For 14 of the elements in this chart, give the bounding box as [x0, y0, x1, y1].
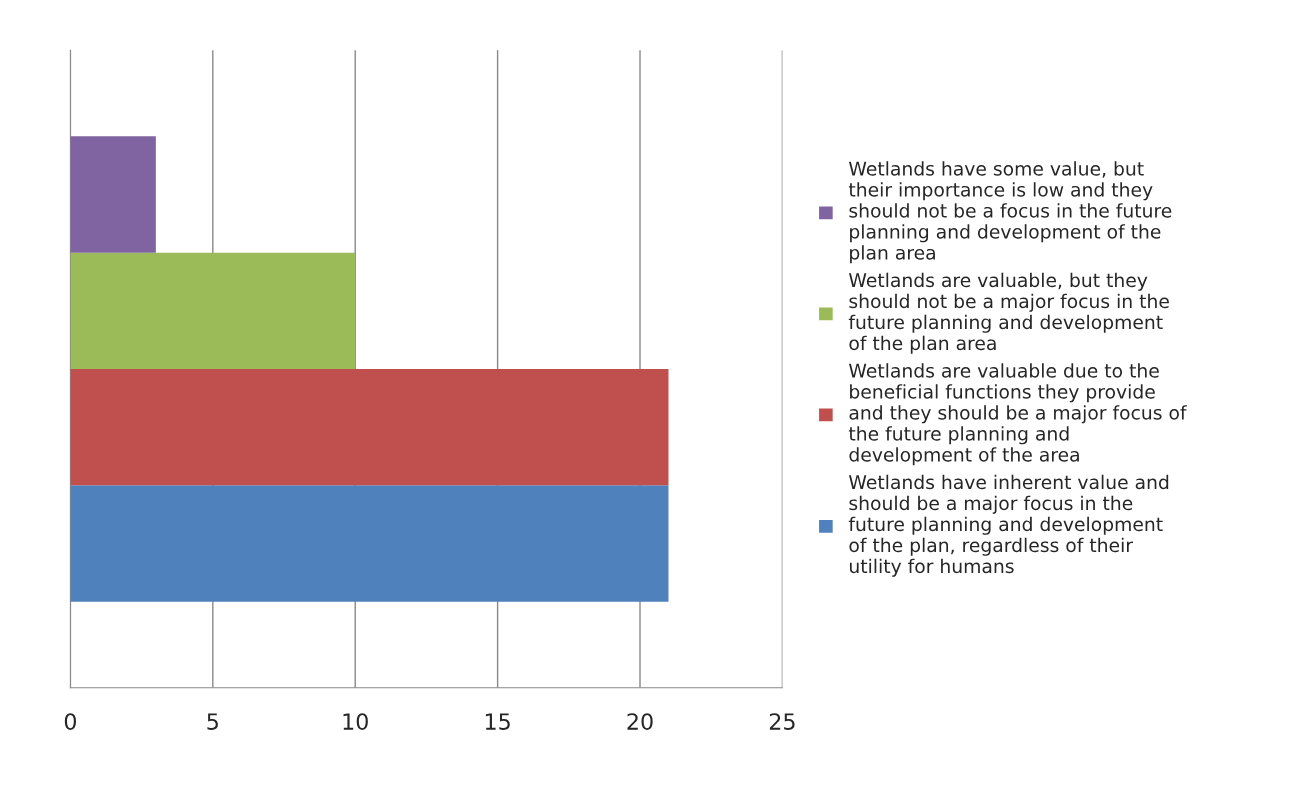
bar [70, 485, 669, 602]
legend-label: Wetlands are valuable, but they should not be a major focus in the future planning and development of the plan area [848, 272, 1169, 354]
legend-label: Wetlands have some value, but their importance is low and they should not be a focus in the future planning and development of the plan area [848, 161, 1172, 264]
x-tick-label: 10 [343, 713, 368, 730]
x-tick-label: 20 [627, 713, 653, 730]
bar [70, 252, 356, 370]
x-tick-label: 15 [485, 713, 510, 730]
x-tick-label: 25 [769, 713, 795, 730]
x-tick-label: 5 [207, 713, 218, 730]
bar [70, 136, 156, 253]
x-tick-label: 0 [64, 713, 77, 730]
legend-label: Wetlands have inherent value and should be a major focus in the future planning and development of the plan, regardless of their utility for humans [848, 474, 1169, 577]
bar [70, 369, 669, 486]
legend-label: Wetlands are valuable due to the beneficial functions they provide and they should be a major focus of the future planning and development of the area [848, 363, 1187, 466]
